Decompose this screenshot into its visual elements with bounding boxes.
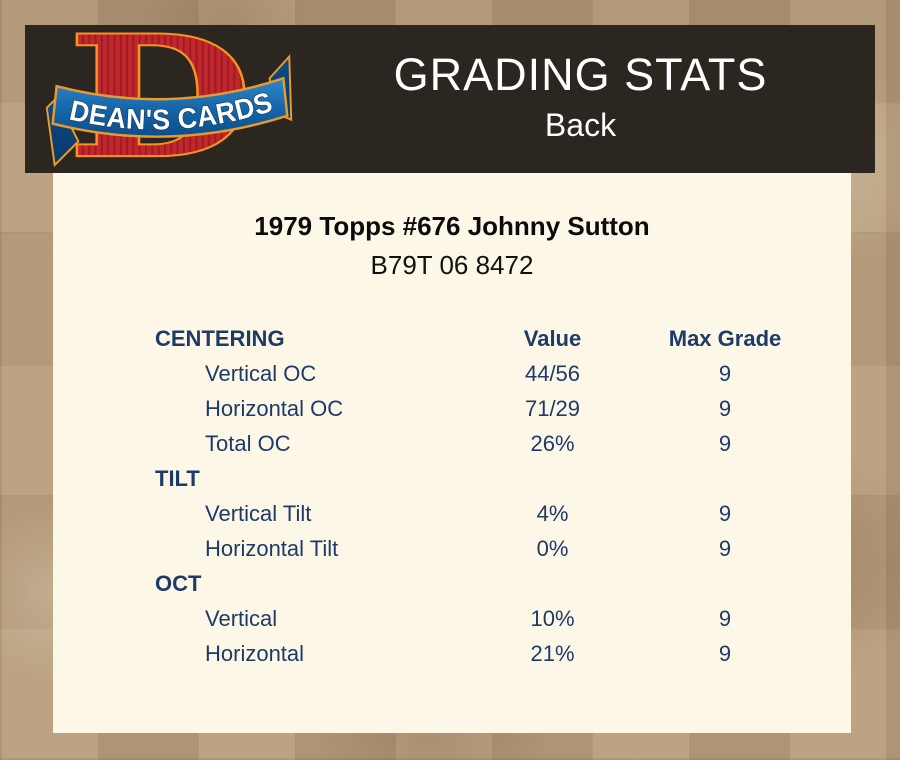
stat-label: Vertical <box>205 605 278 631</box>
section-row-tilt: TILT <box>155 461 810 496</box>
stat-value: 26% <box>530 430 575 456</box>
table-row: Total OC 26% 9 <box>155 426 810 461</box>
stat-label: Horizontal <box>205 640 305 666</box>
stat-value: 4% <box>536 500 569 526</box>
stat-max-grade: 9 <box>718 500 732 526</box>
value-column-header: Value <box>523 325 582 351</box>
deans-cards-logo-graphic: D DEAN'S CARDS <box>45 29 293 167</box>
stat-value: 21% <box>530 640 575 666</box>
table-row: Horizontal 21% 9 <box>155 636 810 671</box>
stat-value: 10% <box>530 605 575 631</box>
stat-max-grade: 9 <box>718 360 732 386</box>
stat-value: 71/29 <box>524 395 581 421</box>
stat-max-grade: 9 <box>718 640 732 666</box>
stat-label: Vertical Tilt <box>205 500 312 526</box>
page-title: GRADING STATS <box>393 49 768 100</box>
table-header-row: CENTERING Value Max Grade <box>155 321 810 356</box>
stat-label: Horizontal OC <box>205 395 344 421</box>
header-bar: D DEAN'S CARDS GRADING STATS Back <box>25 25 875 173</box>
stat-max-grade: 9 <box>718 430 732 456</box>
table-row: Vertical 10% 9 <box>155 601 810 636</box>
deans-cards-logo[interactable]: D DEAN'S CARDS <box>45 29 300 169</box>
grading-stats-table: CENTERING Value Max Grade Vertical OC 44… <box>155 321 810 671</box>
stat-max-grade: 9 <box>718 535 732 561</box>
section-row-oct: OCT <box>155 566 810 601</box>
stat-max-grade: 9 <box>718 605 732 631</box>
table-row: Horizontal Tilt 0% 9 <box>155 531 810 566</box>
stat-value: 44/56 <box>524 360 581 386</box>
stat-label: Horizontal Tilt <box>205 535 339 561</box>
stat-label: Vertical OC <box>205 360 317 386</box>
table-row: Vertical Tilt 4% 9 <box>155 496 810 531</box>
card-title: 1979 Topps #676 Johnny Sutton <box>254 211 650 241</box>
section-label-tilt: TILT <box>155 465 200 491</box>
stat-label: Total OC <box>205 430 291 456</box>
table-row: Horizontal OC 71/29 9 <box>155 391 810 426</box>
card-side-label: Back <box>544 107 617 143</box>
header-titles: GRADING STATS Back <box>300 49 875 144</box>
stat-value: 0% <box>536 535 569 561</box>
table-row: Vertical OC 44/56 9 <box>155 356 810 391</box>
max-grade-column-header: Max Grade <box>668 325 782 351</box>
section-label-oct: OCT <box>155 570 202 596</box>
section-label-centering: CENTERING <box>155 325 285 351</box>
content-panel: 1979 Topps #676 Johnny Sutton B79T 06 84… <box>53 173 851 733</box>
stat-max-grade: 9 <box>718 395 732 421</box>
card-code: B79T 06 8472 <box>370 250 534 280</box>
